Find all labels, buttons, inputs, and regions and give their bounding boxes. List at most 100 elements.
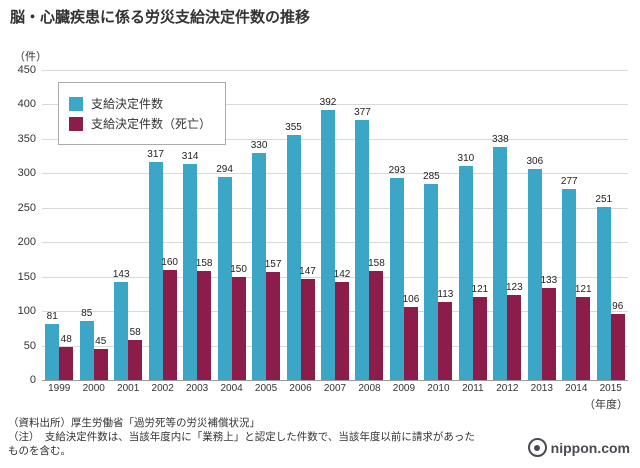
bar-value-label: 147 [299,265,316,277]
bar-group: 85 45 [76,70,110,380]
footnotes: （資料出所）厚生労働省「過労死等の労災補償状況」 （注） 支給決定件数は、当該年… [8,416,478,459]
y-tick-label: 200 [17,236,36,249]
gridline [42,380,628,381]
x-tick-label: 2005 [254,383,278,394]
chart-title: 脳・心臓疾患に係る労災支給決定件数の推移 [10,9,311,26]
bar [79,321,94,380]
bar-value-label: 277 [560,176,578,188]
bar-with-label: 277 [560,70,578,380]
bar-value-label: 121 [471,283,489,295]
bar-value-label: 317 [147,148,164,160]
bar [114,281,129,380]
bar-value-label: 158 [195,258,213,270]
bar-with-label: 160 [161,70,178,380]
x-tick-label: 2009 [392,383,416,394]
bar-value-label: 106 [402,293,420,305]
bar-with-label: 158 [195,70,213,380]
bar-value-label: 377 [354,107,371,119]
legend-swatch-total [69,96,83,111]
bar [403,306,418,380]
bar-group: 81 48 [42,70,76,380]
x-axis-labels: 1999 2000 2001 2002 2003 2004 2005 2006 2007 2008… [42,383,628,394]
bar-value-label: 294 [216,164,233,176]
y-tick-label: 400 [17,98,36,111]
bar-group: 143 58 [111,70,145,380]
y-tick-label: 100 [17,305,36,318]
y-axis-labels: 0 50 100 150 200 250 300 350 400 450 [0,64,38,386]
bar-value-label: 310 [457,153,475,165]
bar-with-label: 377 [354,70,371,380]
legend-item: 支給決定件数（死亡） [69,115,211,132]
y-tick-label: 0 [29,374,36,386]
bar [197,271,212,380]
bar [610,313,625,380]
bar-with-label: 121 [574,70,592,380]
bar-value-label: 58 [129,327,141,339]
bar-with-label: 251 [595,70,613,380]
bar-value-label: 150 [230,263,247,275]
bar-value-label: 251 [595,194,613,206]
bar-group: 285 113 [421,70,455,380]
bar [93,349,108,380]
bar-with-label: 121 [471,70,489,380]
bar-with-label: 45 [93,70,108,380]
bar-value-label: 113 [437,289,454,301]
nippon-com-logo: nippon.com [527,438,630,457]
bar-group: 338 123 [490,70,524,380]
bar-with-label: 81 [45,70,60,380]
bar-value-label: 330 [250,139,268,151]
bar [424,183,439,380]
bar [472,296,487,380]
bar [217,177,232,380]
x-tick-label: 2010 [427,383,450,394]
bar-value-label: 96 [612,300,624,312]
bar-with-label: 330 [250,70,268,380]
bar-value-label: 157 [264,258,282,270]
gridline [42,276,628,278]
bar-with-label: 150 [230,70,247,380]
bar-with-label: 133 [540,70,558,380]
y-tick-label: 250 [17,201,36,214]
x-tick-label: 2015 [599,383,622,394]
x-tick-label: 2014 [565,383,588,394]
footnote-note: （注） 支給決定件数は、当該年度内に「業務上」と認定した件数で、当該年度以前に請… [8,431,475,458]
bar-group: 392 142 [318,70,352,380]
bar-with-label: 285 [423,70,440,380]
footnote-source: （資料出所）厚生労働省「過労死等の労災補償状況」 [8,417,260,429]
legend-label-death: 支給決定件数（死亡） [91,117,212,131]
bar [320,109,335,380]
x-tick-label: 2001 [117,383,140,394]
legend: 支給決定件数 支給決定件数（死亡） [58,82,227,145]
y-tick-label: 50 [23,339,36,352]
bar [300,278,315,380]
x-tick-label: 2000 [82,383,105,394]
x-tick-label: 2006 [289,383,312,394]
y-axis-unit-label: （件） [14,51,47,63]
x-tick-label: 1999 [48,383,71,394]
gridline [42,207,628,209]
x-tick-label: 2013 [530,383,553,394]
y-tick-label: 450 [17,64,36,76]
bar-value-label: 142 [333,269,351,281]
bar-value-label: 133 [540,275,558,287]
bar [596,207,611,380]
y-tick-label: 350 [17,132,36,145]
x-tick-label: 2007 [323,383,347,394]
bar-group: 330 157 [249,70,283,380]
x-tick-label: 2012 [496,383,519,394]
x-tick-label: 2011 [462,383,484,394]
legend-swatch-death [69,116,83,131]
bar [389,178,404,380]
bar-with-label: 147 [299,70,316,380]
y-tick-label: 150 [17,270,36,283]
bar-value-label: 85 [81,308,93,320]
nippon-com-logo-text: nippon.com [550,439,630,456]
bar-value-label: 81 [46,311,58,323]
bar-group: 251 96 [594,70,628,380]
bar [507,295,522,380]
bar-value-label: 285 [423,170,440,182]
bar-value-label: 121 [574,283,592,295]
legend-item: 支給決定件数 [69,95,211,112]
bar-value-label: 355 [285,122,302,134]
bar-groups: 81 48 85 45 143 58 317 160 314 158 294 150 330 157 355… [42,70,628,380]
